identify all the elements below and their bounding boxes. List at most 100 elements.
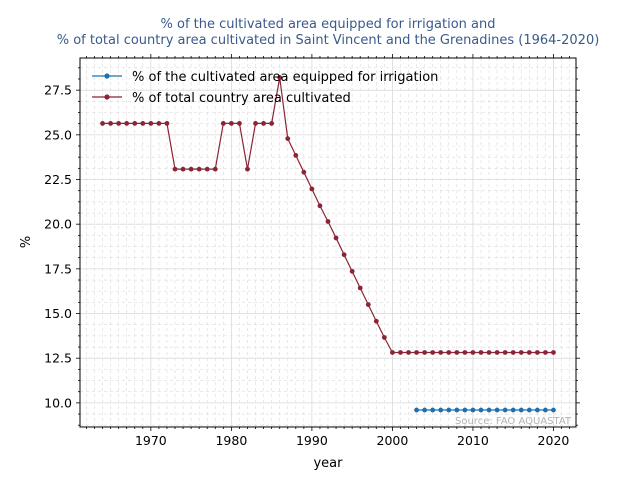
data-point-cultivated [196, 166, 202, 172]
x-tick-label: 1990 [296, 433, 328, 448]
data-point-cultivated [212, 166, 218, 172]
data-point-irrigation [470, 407, 476, 413]
data-point-irrigation [454, 407, 460, 413]
data-point-cultivated [228, 121, 234, 126]
y-tick-label: 12.5 [44, 351, 72, 366]
y-tick-label: 10.0 [44, 395, 72, 410]
x-axis-label: year [313, 456, 343, 471]
data-point-cultivated [510, 350, 516, 355]
data-point-cultivated [301, 169, 307, 175]
legend-label-irrigation: % of the cultivated area equipped for ir… [132, 70, 438, 85]
data-point-cultivated [502, 350, 508, 355]
data-point-cultivated [124, 121, 130, 126]
data-point-cultivated [293, 152, 299, 158]
data-point-cultivated [526, 350, 532, 355]
data-point-cultivated [462, 350, 468, 355]
data-point-cultivated [478, 350, 484, 355]
data-point-cultivated [204, 166, 210, 172]
data-point-cultivated [116, 121, 122, 126]
data-point-cultivated [422, 350, 428, 355]
data-point-cultivated [454, 350, 460, 355]
data-point-cultivated [309, 186, 315, 192]
data-point-irrigation [478, 407, 484, 413]
legend: % of the cultivated area equipped for ir… [92, 70, 438, 106]
data-point-irrigation [502, 407, 508, 413]
data-point-irrigation [422, 407, 428, 413]
data-point-cultivated [551, 350, 556, 355]
chart-title-line-1: % of the cultivated area equipped for ir… [161, 17, 496, 32]
data-point-cultivated [390, 350, 395, 355]
data-point-cultivated [172, 166, 178, 172]
data-point-irrigation [518, 407, 524, 413]
y-tick-label: 17.5 [44, 261, 72, 276]
data-point-cultivated [188, 166, 194, 172]
legend-marker-irrigation [104, 73, 110, 79]
data-point-cultivated [430, 350, 436, 355]
legend-marker-cultivated [104, 94, 110, 100]
data-point-cultivated [100, 121, 105, 126]
data-point-cultivated [381, 335, 387, 340]
x-tick-label: 2000 [377, 433, 409, 448]
data-point-cultivated [414, 350, 419, 355]
y-tick-label: 25.0 [44, 127, 72, 142]
data-point-irrigation [462, 407, 468, 413]
data-point-cultivated [269, 121, 275, 126]
data-point-cultivated [237, 121, 242, 126]
data-point-cultivated [398, 350, 403, 355]
data-point-cultivated [438, 350, 444, 355]
y-tick-label: 27.5 [44, 83, 72, 98]
data-point-cultivated [132, 121, 138, 126]
data-point-irrigation [510, 407, 516, 413]
data-point-cultivated [317, 203, 323, 209]
x-tick-label: 1970 [135, 433, 167, 448]
data-point-cultivated [446, 350, 452, 355]
data-point-cultivated [494, 350, 500, 355]
data-point-cultivated [357, 285, 363, 291]
y-tick-label: 22.5 [44, 172, 72, 187]
data-point-cultivated [261, 121, 266, 126]
data-point-irrigation [534, 407, 540, 413]
data-point-cultivated [164, 121, 170, 126]
data-point-irrigation [430, 407, 436, 413]
y-tick-label: 15.0 [44, 306, 72, 321]
data-point-cultivated [518, 350, 524, 355]
data-point-cultivated [341, 252, 347, 258]
x-tick-label: 2020 [538, 433, 570, 448]
y-axis-label: % [19, 236, 34, 248]
data-point-cultivated [277, 75, 283, 80]
data-point-irrigation [551, 407, 556, 413]
data-point-cultivated [108, 121, 113, 126]
data-point-cultivated [325, 219, 331, 224]
data-point-cultivated [180, 166, 186, 172]
data-point-cultivated [156, 121, 162, 126]
data-point-cultivated [406, 350, 411, 355]
data-point-cultivated [140, 121, 146, 126]
data-point-cultivated [148, 121, 154, 126]
data-point-irrigation [486, 407, 492, 413]
data-point-irrigation [446, 407, 452, 413]
data-point-cultivated [486, 350, 492, 355]
axis-ticks: 1970 1980 1990 2000 2010 2020 10.0 12.5 15.0 17.5… [44, 54, 580, 448]
data-point-irrigation [414, 407, 419, 413]
legend-label-cultivated: % of total country area cultivated [132, 91, 351, 106]
data-point-cultivated [253, 121, 258, 126]
x-tick-label: 1980 [215, 433, 247, 448]
data-point-irrigation [494, 407, 500, 413]
data-point-cultivated [470, 350, 476, 355]
chart-title-line-2: % of total country area cultivated in Sa… [57, 33, 600, 48]
y-tick-label: 20.0 [44, 217, 72, 232]
series-layer [100, 75, 556, 413]
plot-frame [79, 57, 577, 428]
data-point-irrigation [543, 407, 548, 413]
data-point-cultivated [220, 121, 226, 126]
data-point-cultivated [245, 166, 250, 172]
source-note: Source: FAO AQUASTAT [455, 416, 572, 427]
data-point-cultivated [373, 318, 379, 324]
data-point-irrigation [526, 407, 532, 413]
data-point-cultivated [333, 235, 339, 241]
data-point-cultivated [534, 350, 540, 355]
data-point-cultivated [365, 302, 371, 307]
data-point-cultivated [285, 136, 291, 141]
data-point-irrigation [438, 407, 444, 413]
x-tick-label: 2010 [457, 433, 489, 448]
